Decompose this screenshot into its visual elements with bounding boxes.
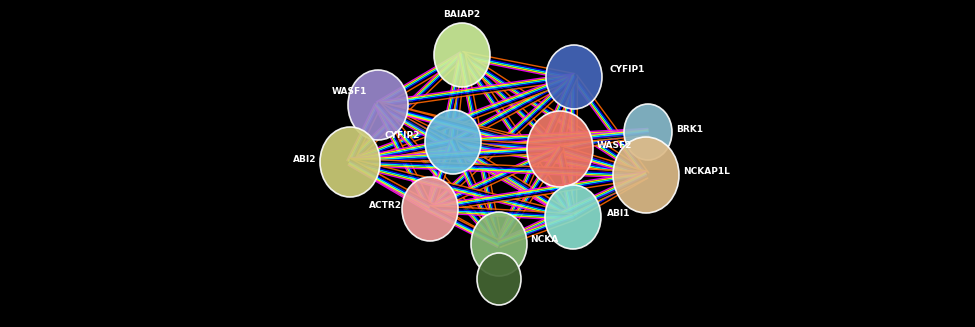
Ellipse shape [320,127,380,197]
Ellipse shape [546,45,602,109]
Text: BAIAP2: BAIAP2 [444,10,481,19]
Text: CYFIP2: CYFIP2 [384,130,420,140]
Ellipse shape [545,185,601,249]
Ellipse shape [434,23,490,87]
Text: WASF1: WASF1 [332,88,367,96]
Text: CYFIP1: CYFIP1 [610,64,645,74]
Ellipse shape [471,212,527,276]
Text: NCKAP1L: NCKAP1L [683,167,730,177]
Text: WASF2: WASF2 [597,141,633,149]
Ellipse shape [425,110,481,174]
Ellipse shape [402,177,458,241]
Ellipse shape [613,137,679,213]
Text: NCKA: NCKA [530,235,559,245]
Ellipse shape [527,111,593,187]
Text: ACTR2: ACTR2 [369,200,402,210]
Ellipse shape [348,70,408,140]
Ellipse shape [477,253,521,305]
Text: ABI2: ABI2 [292,154,316,164]
Text: BRK1: BRK1 [676,125,703,133]
Text: ABI1: ABI1 [607,210,631,218]
Ellipse shape [624,104,672,160]
